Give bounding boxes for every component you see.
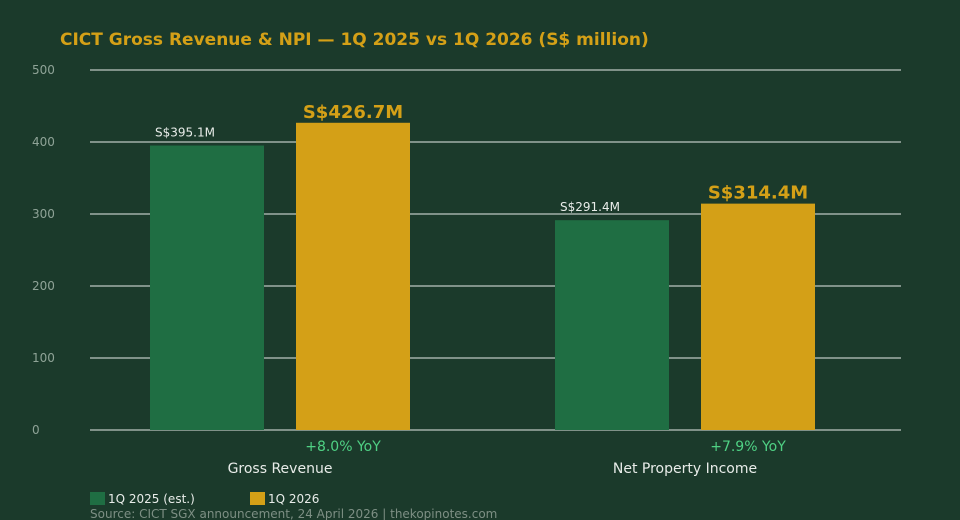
y-tick-label: 500 xyxy=(32,63,55,77)
bar xyxy=(296,122,410,430)
bar xyxy=(701,203,815,430)
y-tick-label: 200 xyxy=(32,279,55,293)
bar xyxy=(555,220,669,430)
legend-label: 1Q 2026 xyxy=(268,492,319,506)
chart-title: CICT Gross Revenue & NPI — 1Q 2025 vs 1Q… xyxy=(60,30,649,50)
bars xyxy=(150,122,815,430)
y-tick-label: 400 xyxy=(32,135,55,149)
y-tick-label: 0 xyxy=(32,423,40,437)
y-axis: 0 100 200 300 400 500 xyxy=(32,63,55,437)
y-tick-label: 100 xyxy=(32,351,55,365)
data-label: S$426.7M xyxy=(303,102,403,123)
x-axis: +8.0% YoY Gross Revenue +7.9% YoY Net Prope… xyxy=(228,439,787,477)
data-label: S$395.1M xyxy=(155,126,215,140)
yoy-label: +7.9% YoY xyxy=(710,439,786,455)
y-tick-label: 300 xyxy=(32,207,55,221)
data-label: S$314.4M xyxy=(708,183,808,204)
bar xyxy=(150,145,264,430)
data-labels: S$395.1M S$426.7M S$291.4M S$314.4M xyxy=(155,102,808,214)
legend-swatch xyxy=(250,492,265,505)
yoy-label: +8.0% YoY xyxy=(305,439,381,455)
legend-swatch xyxy=(90,492,105,505)
legend: 1Q 2025 (est.) 1Q 2026 xyxy=(90,492,319,506)
data-label: S$291.4M xyxy=(560,200,620,214)
source-note: Source: CICT SGX announcement, 24 April … xyxy=(90,507,497,520)
x-tick-label: Gross Revenue xyxy=(228,461,333,477)
legend-label: 1Q 2025 (est.) xyxy=(108,492,195,506)
x-tick-label: Net Property Income xyxy=(613,461,757,477)
